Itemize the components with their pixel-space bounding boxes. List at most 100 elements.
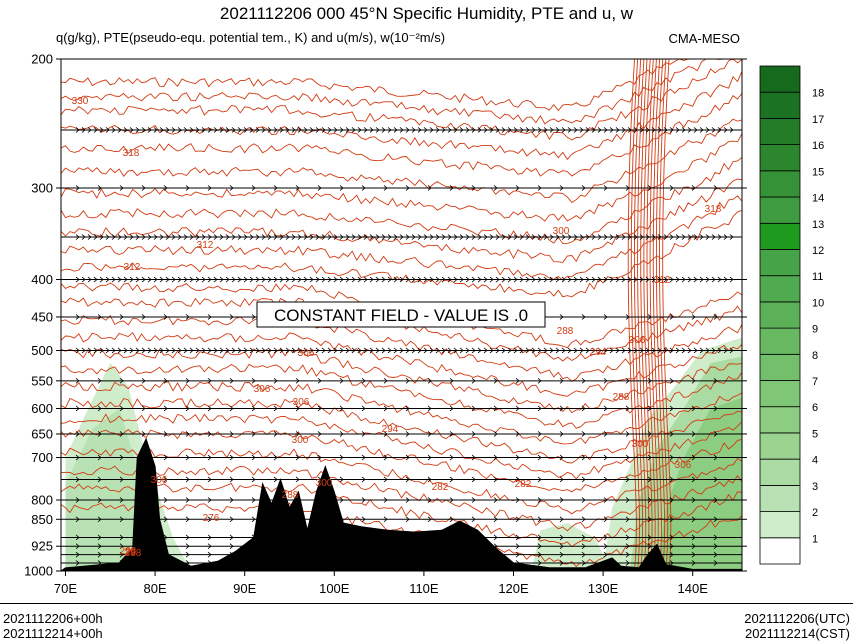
wind-arrow bbox=[493, 454, 498, 461]
chart-subtitle: q(g/kg), PTE(pseudo-equ. potential tem.,… bbox=[56, 30, 446, 45]
wind-arrow bbox=[581, 476, 586, 483]
wind-arrow bbox=[345, 234, 350, 240]
wind-arrow bbox=[369, 276, 374, 283]
wind-arrow bbox=[303, 127, 308, 133]
wind-arrow bbox=[543, 127, 548, 133]
wind-arrow bbox=[559, 516, 564, 523]
wind-arrow bbox=[561, 127, 566, 133]
wind-arrow bbox=[555, 276, 560, 283]
wind-arrow bbox=[559, 454, 564, 461]
wind-arrow bbox=[459, 234, 464, 240]
wind-arrow bbox=[699, 127, 704, 133]
wind-arrow bbox=[339, 185, 344, 191]
colorbar-swatch bbox=[759, 406, 801, 434]
x-tick-label: 110E bbox=[409, 581, 439, 596]
wind-arrow bbox=[317, 378, 322, 384]
wind-arrow bbox=[585, 127, 590, 133]
wind-arrow bbox=[651, 347, 656, 354]
wind-arrow bbox=[713, 551, 718, 558]
wind-arrow bbox=[177, 127, 182, 133]
wind-arrow bbox=[387, 127, 392, 133]
wind-arrow bbox=[333, 127, 338, 133]
wind-arrow bbox=[119, 516, 124, 523]
wind-arrow bbox=[189, 347, 194, 354]
wind-arrow bbox=[493, 534, 498, 541]
wind-arrow bbox=[229, 431, 234, 437]
wind-arrow bbox=[399, 276, 404, 283]
colorbar-label: 2 bbox=[812, 507, 818, 519]
wind-arrow bbox=[333, 347, 338, 354]
wind-arrow bbox=[219, 347, 224, 354]
wind-arrow bbox=[507, 347, 512, 354]
wind-arrow bbox=[713, 378, 718, 384]
wind-arrow bbox=[705, 347, 710, 354]
wind-arrow bbox=[339, 276, 344, 283]
wind-arrow bbox=[351, 276, 356, 283]
pte-contour-line bbox=[61, 348, 742, 414]
wind-arrow bbox=[97, 454, 102, 461]
colorbar-label: 14 bbox=[812, 193, 824, 205]
wind-arrow bbox=[471, 276, 476, 283]
wind-arrow bbox=[603, 378, 608, 384]
pte-contour-line bbox=[646, 59, 656, 571]
wind-arrow bbox=[279, 347, 284, 354]
wind-arrow bbox=[515, 534, 520, 541]
wind-arrow bbox=[123, 127, 128, 133]
wind-arrow bbox=[435, 127, 440, 133]
wind-arrow bbox=[237, 234, 242, 240]
colorbar-swatch bbox=[759, 353, 801, 381]
wind-arrow bbox=[567, 276, 572, 283]
wind-arrow bbox=[75, 127, 80, 133]
contour-label: 300 bbox=[553, 226, 570, 237]
wind-arrow bbox=[531, 127, 536, 133]
wind-arrow bbox=[579, 347, 584, 354]
wind-arrow bbox=[135, 127, 140, 133]
wind-arrow bbox=[163, 516, 168, 523]
wind-arrow bbox=[185, 378, 190, 384]
wind-arrow bbox=[627, 127, 632, 133]
wind-arrow bbox=[255, 276, 260, 283]
wind-arrow bbox=[399, 234, 404, 240]
wind-arrow bbox=[549, 127, 554, 133]
wind-arrow bbox=[663, 234, 668, 240]
source-label: CMA-MESO bbox=[668, 31, 741, 46]
wind-arrow bbox=[251, 476, 256, 483]
wind-arrow bbox=[97, 543, 102, 550]
wind-arrow bbox=[405, 476, 410, 483]
wind-arrow bbox=[489, 127, 494, 133]
contour-label: 312 bbox=[654, 275, 671, 286]
wind-arrow bbox=[195, 276, 200, 283]
wind-arrow bbox=[699, 276, 704, 283]
wind-arrow bbox=[639, 127, 644, 133]
wind-arrow bbox=[621, 347, 626, 354]
wind-arrow bbox=[159, 234, 164, 240]
wind-arrow bbox=[129, 127, 134, 133]
wind-arrow bbox=[471, 378, 476, 384]
wind-arrow bbox=[185, 516, 190, 523]
wind-arrow bbox=[251, 497, 256, 503]
wind-arrow bbox=[581, 551, 586, 558]
chart-title: 2021112206 000 45°N Specific Humidity, P… bbox=[219, 4, 634, 23]
wind-arrow bbox=[375, 347, 380, 354]
y-tick-label: 600 bbox=[31, 401, 53, 416]
pte-contour-line bbox=[61, 397, 742, 464]
wind-arrow bbox=[591, 276, 596, 283]
wind-arrow bbox=[657, 234, 662, 240]
wind-arrow bbox=[537, 476, 542, 483]
wind-arrow bbox=[625, 314, 630, 320]
wind-arrow bbox=[471, 127, 476, 133]
wind-arrow bbox=[449, 476, 454, 483]
wind-arrow bbox=[119, 534, 124, 541]
wind-arrow bbox=[427, 431, 432, 437]
wind-arrow bbox=[477, 276, 482, 283]
pte-contour-line bbox=[655, 59, 666, 571]
wind-arrow bbox=[495, 234, 500, 240]
wind-arrow bbox=[87, 127, 92, 133]
wind-arrow bbox=[675, 127, 680, 133]
wind-arrow bbox=[213, 127, 218, 133]
colorbar-swatch bbox=[759, 458, 801, 486]
wind-arrow bbox=[189, 127, 194, 133]
wind-arrow bbox=[603, 497, 608, 503]
wind-arrow bbox=[195, 127, 200, 133]
wind-arrow bbox=[119, 454, 124, 461]
